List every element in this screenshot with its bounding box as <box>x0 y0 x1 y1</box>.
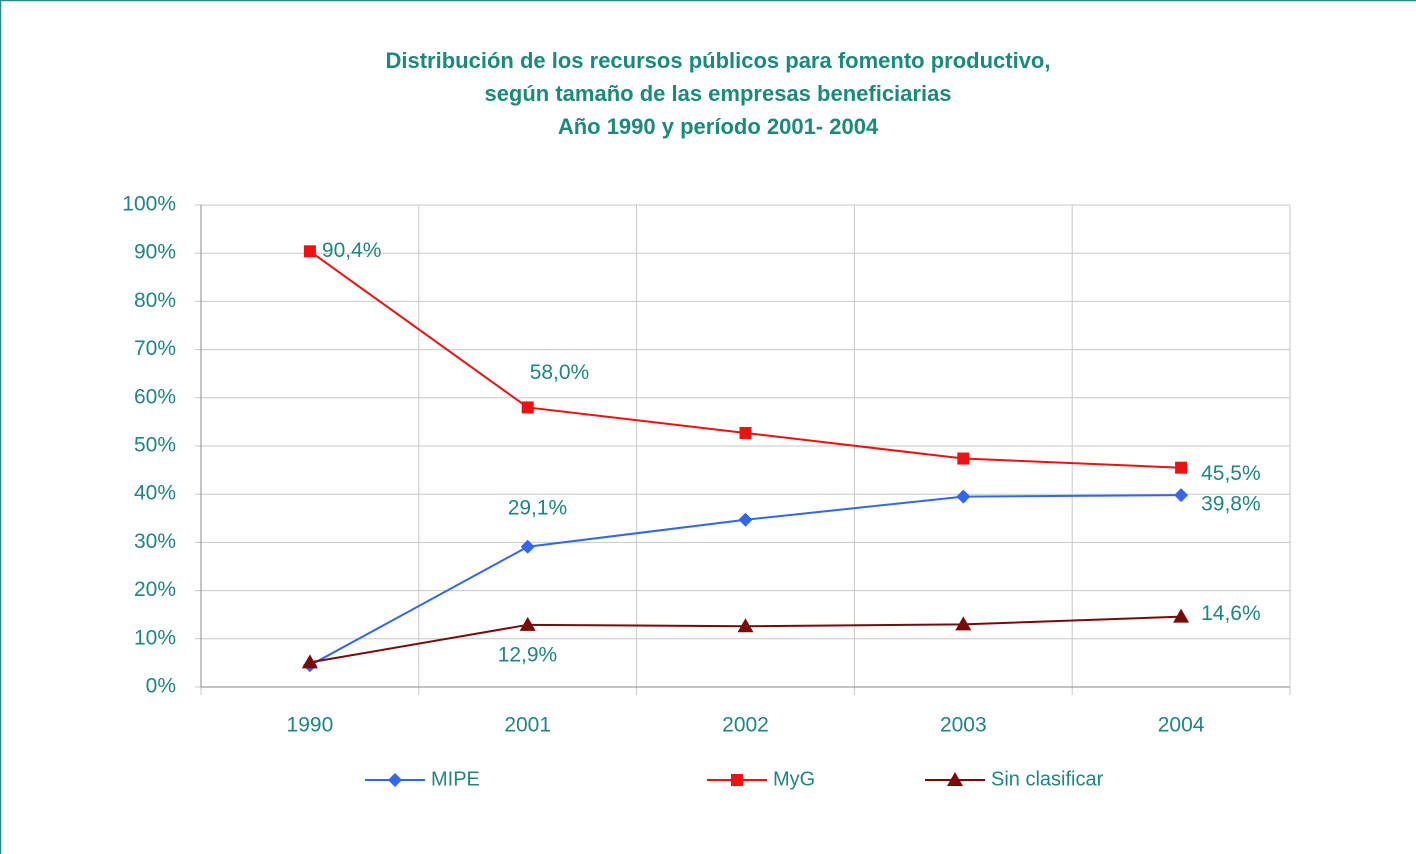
y-tick-label: 100% <box>122 193 176 216</box>
marker <box>520 539 535 554</box>
data-label: 39,8% <box>1201 493 1261 516</box>
y-tick-label: 80% <box>134 289 176 312</box>
marker <box>731 774 743 786</box>
marker <box>955 616 972 631</box>
y-tick-label: 40% <box>134 482 176 505</box>
data-label: 14,6% <box>1201 602 1261 625</box>
chart-title: según tamaño de las empresas beneficiari… <box>484 81 951 106</box>
y-tick-label: 10% <box>134 626 176 649</box>
marker <box>521 401 534 414</box>
marker <box>739 426 752 439</box>
marker <box>1174 488 1189 503</box>
x-tick-label: 1990 <box>287 714 334 737</box>
y-tick-label: 50% <box>134 434 176 457</box>
marker <box>388 773 402 787</box>
marker <box>738 512 753 527</box>
y-tick-label: 70% <box>134 337 176 360</box>
marker <box>947 772 963 786</box>
x-tick-label: 2003 <box>940 714 987 737</box>
y-tick-label: 30% <box>134 530 176 553</box>
data-label: 45,5% <box>1201 462 1261 485</box>
marker <box>1173 608 1190 623</box>
marker <box>519 616 536 631</box>
marker <box>301 654 318 669</box>
y-tick-label: 0% <box>146 675 176 698</box>
legend-label: Sin clasificar <box>991 768 1104 790</box>
x-tick-label: 2004 <box>1158 714 1205 737</box>
marker <box>303 245 316 258</box>
data-label: 29,1% <box>508 496 568 519</box>
marker <box>957 452 970 465</box>
legend-label: MyG <box>773 768 815 790</box>
marker <box>956 489 971 504</box>
x-tick-label: 2001 <box>504 714 551 737</box>
marker <box>1175 461 1188 474</box>
y-tick-label: 20% <box>134 578 176 601</box>
data-label: 12,9% <box>498 643 558 666</box>
marker <box>737 618 754 633</box>
chart-title: Año 1990 y período 2001- 2004 <box>558 114 879 139</box>
data-label: 58,0% <box>530 361 590 384</box>
x-tick-label: 2002 <box>722 714 769 737</box>
y-tick-label: 90% <box>134 241 176 264</box>
y-tick-label: 60% <box>134 385 176 408</box>
chart-title: Distribución de los recursos públicos pa… <box>386 48 1051 73</box>
data-label: 90,4% <box>322 239 382 262</box>
legend-label: MIPE <box>431 768 480 790</box>
